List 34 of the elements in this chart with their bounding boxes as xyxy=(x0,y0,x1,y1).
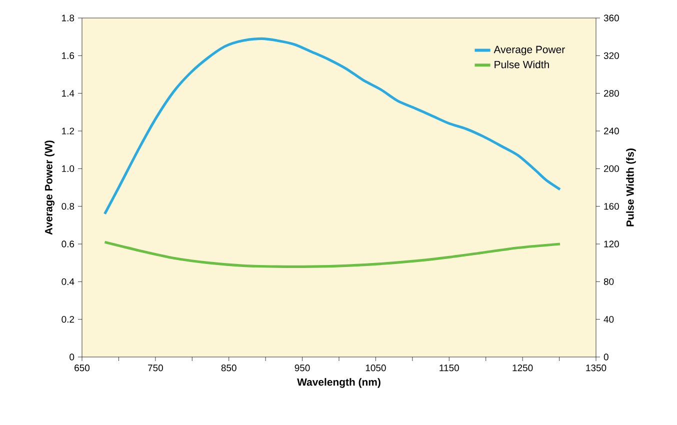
y2-tick-label: 280 xyxy=(604,90,619,97)
line-series xyxy=(103,240,562,268)
y-tick-label: 1.8 xyxy=(62,14,74,22)
y-tick-label: 0.4 xyxy=(62,278,74,286)
y-tick-label: 0.2 xyxy=(62,316,74,323)
x-tick-label: 850 xyxy=(221,364,236,372)
y-tick-label: 0 xyxy=(70,354,74,360)
y2-tick-label: 320 xyxy=(604,52,619,60)
y2-tick-label: 0 xyxy=(604,354,608,360)
y2-tick-label: 160 xyxy=(604,202,619,210)
x-axis-title: Wavelength (nm) xyxy=(297,378,380,388)
y2-tick-label: 360 xyxy=(604,14,619,22)
y-axis-title: Average Power (W) xyxy=(44,140,54,235)
y-tick-label: 1.0 xyxy=(62,165,74,172)
x-tick-label: 650 xyxy=(74,364,90,372)
x-tick-label: 1050 xyxy=(366,364,386,372)
y2-tick-label: 120 xyxy=(604,240,619,248)
y2-axis-title: Pulse Width (fs) xyxy=(626,148,636,226)
y2-tick-label: 40 xyxy=(604,316,614,323)
x-tick-label: 1250 xyxy=(512,364,533,372)
y2-tick-label: 200 xyxy=(604,165,619,172)
y2-tick-label: 80 xyxy=(604,278,614,286)
y-tick-label: 1.2 xyxy=(62,128,74,134)
y-tick-label: 0.6 xyxy=(62,240,74,248)
y2-tick-label: 240 xyxy=(604,128,619,134)
x-tick-label: 1350 xyxy=(586,364,606,372)
x-tick-label: 950 xyxy=(294,364,310,372)
y-tick-label: 0.8 xyxy=(62,202,74,210)
legend-label: Pulse Width xyxy=(494,60,549,68)
y-tick-label: 1.4 xyxy=(62,90,74,97)
legend-label: Average Power xyxy=(494,46,565,56)
y-tick-label: 1.6 xyxy=(62,52,74,60)
x-tick-label: 1150 xyxy=(440,364,459,372)
x-tick-label: 750 xyxy=(148,364,163,372)
